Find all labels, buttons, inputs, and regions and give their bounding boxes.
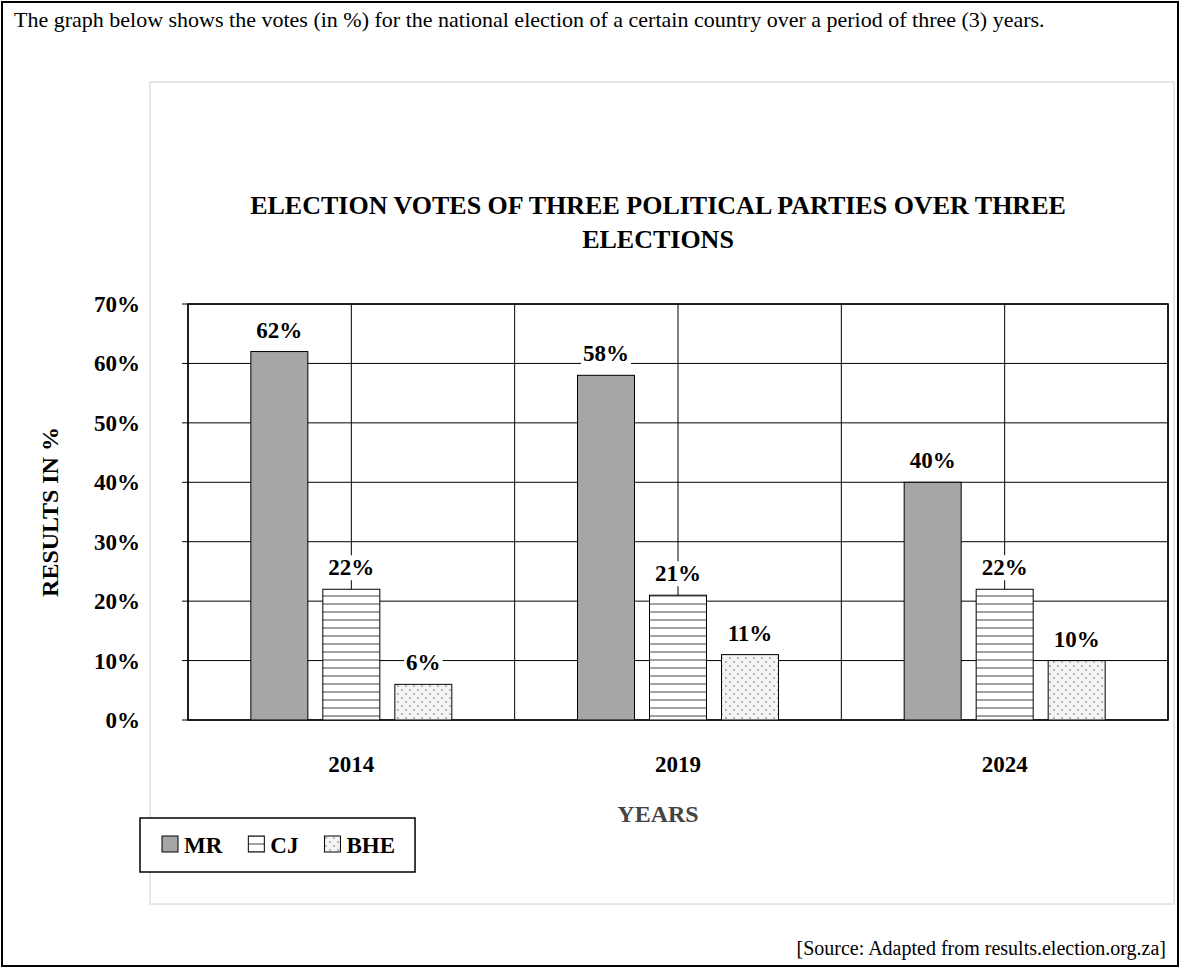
data-label: 40% <box>910 448 956 473</box>
data-label-ground <box>326 555 376 580</box>
data-label: 58% <box>583 341 629 366</box>
title-group: ELECTION VOTES OF THREE POLITICAL PARTIE… <box>250 191 1066 254</box>
data-label-ground <box>404 650 443 675</box>
y-tick <box>182 304 188 305</box>
y-tick-label: 20% <box>94 589 140 614</box>
x-tick-label: 2014 <box>328 752 375 777</box>
data-label: 21% <box>655 561 701 586</box>
bar <box>578 375 635 720</box>
y-axis-title: RESULTS IN % <box>37 427 63 597</box>
legend-label: CJ <box>270 833 298 858</box>
data-label-ground <box>1052 627 1102 652</box>
y-grid-line <box>188 363 1168 364</box>
y-tick <box>182 720 188 721</box>
bar <box>904 482 961 720</box>
data-label: 6% <box>406 650 441 675</box>
vertical-grid-line <box>841 304 842 720</box>
data-labels: 62% 22% 6% 58% 21% 11% 40% 22% 10% <box>254 318 1101 676</box>
plot-frame <box>188 304 1168 720</box>
y-tick-label: 0% <box>106 708 141 733</box>
y-tick-label: 40% <box>94 470 140 495</box>
data-label: 22% <box>982 555 1028 580</box>
y-tick <box>182 660 188 661</box>
bar <box>1048 661 1105 720</box>
x-axis-title: YEARS <box>617 801 698 827</box>
legend-swatch <box>324 836 340 852</box>
y-tick <box>182 422 188 423</box>
bar <box>395 684 452 720</box>
data-label: 10% <box>1054 627 1100 652</box>
title-line: ELECTIONS <box>582 225 734 254</box>
chart-frame <box>150 82 1174 904</box>
data-label-ground <box>254 318 304 343</box>
legend-label: BHE <box>346 833 395 858</box>
legend-swatch <box>248 836 264 852</box>
chart-title: ELECTION VOTES OF THREE POLITICAL PARTIE… <box>250 191 1066 254</box>
y-tick-label: 50% <box>94 411 140 436</box>
x-tick-label: 2019 <box>655 752 701 777</box>
legend-label: MR <box>184 833 223 858</box>
bars <box>251 352 1105 720</box>
y-tick <box>182 601 188 602</box>
legend-swatch <box>162 836 178 852</box>
data-label: 22% <box>328 555 374 580</box>
title-line: ELECTION VOTES OF THREE POLITICAL PARTIE… <box>250 191 1066 220</box>
y-tick <box>182 482 188 483</box>
data-label-ground <box>653 561 703 586</box>
y-grid-line <box>188 541 1168 542</box>
y-grid-line <box>188 422 1168 423</box>
grid <box>182 304 1168 720</box>
y-tick-label: 60% <box>94 351 140 376</box>
bar <box>323 589 380 720</box>
bar <box>251 352 308 720</box>
legend-box <box>140 818 415 872</box>
data-label: 62% <box>256 318 302 343</box>
data-label: 11% <box>728 621 773 646</box>
data-label-ground <box>726 621 775 646</box>
data-label-ground <box>581 341 631 366</box>
y-tick <box>182 541 188 542</box>
data-label-ground <box>908 448 958 473</box>
bar <box>976 589 1033 720</box>
bar <box>722 655 779 720</box>
y-tick-label: 30% <box>94 530 140 555</box>
y-tick-label: 70% <box>94 292 140 317</box>
y-tick-label: 10% <box>94 649 140 674</box>
y-grid-line <box>188 482 1168 483</box>
y-tick <box>182 363 188 364</box>
vertical-grid-line <box>514 304 515 720</box>
data-label-ground <box>980 555 1030 580</box>
legend: MR CJ BHE <box>140 818 415 872</box>
bar <box>650 595 707 720</box>
chart: ELECTION VOTES OF THREE POLITICAL PARTIE… <box>0 0 1184 971</box>
source-note: [Source: Adapted from results.election.o… <box>796 937 1166 960</box>
intro-text: The graph below shows the votes (in %) f… <box>14 6 1164 34</box>
x-tick-label: 2024 <box>982 752 1029 777</box>
